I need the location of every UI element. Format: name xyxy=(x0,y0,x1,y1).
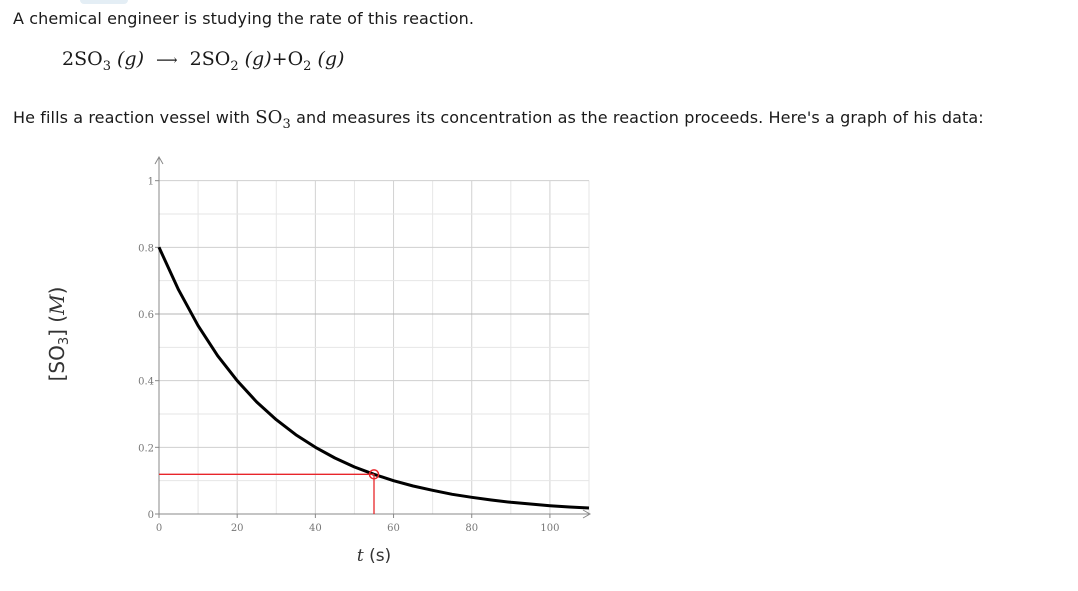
reactant-formula: SO xyxy=(74,48,103,70)
x-tick-label: 20 xyxy=(231,523,244,534)
x-tick-label: 60 xyxy=(387,523,400,534)
data-point-marker xyxy=(368,469,380,480)
reactant-coefficient: 2 xyxy=(62,48,75,70)
product1-coefficient: 2 xyxy=(189,48,202,70)
y-tick-label: 0 xyxy=(148,510,154,521)
y-tick-label: 1 xyxy=(148,177,154,188)
description-formula-subscript: 3 xyxy=(282,117,291,132)
x-tick-label: 0 xyxy=(156,523,162,534)
reactant-subscript: 3 xyxy=(102,59,111,74)
product2-state: (g) xyxy=(317,48,345,70)
reaction-equation: 2SO3 (g) ⟶ 2SO2 (g)+O2 (g) xyxy=(62,48,344,74)
reaction-arrow-icon: ⟶ xyxy=(156,51,178,69)
product1-subscript: 2 xyxy=(230,59,239,74)
y-tick-label: 0.6 xyxy=(138,310,154,321)
plus-sign: + xyxy=(271,48,288,70)
x-axis-label: t (s) xyxy=(344,546,404,566)
x-tick-label: 100 xyxy=(540,523,559,534)
intro-text: A chemical engineer is studying the rate… xyxy=(13,9,475,28)
x-tick-label: 40 xyxy=(309,523,322,534)
top-tab-strip xyxy=(80,0,128,4)
reactant-state: (g) xyxy=(117,48,145,70)
x-axis-arrow-icon xyxy=(582,509,592,519)
y-tick-label: 0.8 xyxy=(138,243,154,254)
x-axis-variable: t xyxy=(356,546,364,566)
product1-formula: SO xyxy=(201,48,231,70)
description-text: He fills a reaction vessel with SO3 and … xyxy=(13,107,984,132)
description-after: and measures its concentration as the re… xyxy=(290,108,984,127)
product2-formula: O xyxy=(287,48,304,70)
description-formula: SO xyxy=(255,107,283,128)
y-axis-arrow-icon xyxy=(154,155,164,165)
x-tick-label: 80 xyxy=(465,523,478,534)
description-before: He fills a reaction vessel with xyxy=(13,108,256,127)
y-tick-label: 0.2 xyxy=(138,443,154,454)
product1-state: (g) xyxy=(244,48,272,70)
y-tick-label: 0.4 xyxy=(138,377,154,388)
product2-subscript: 2 xyxy=(303,59,312,74)
concentration-curve xyxy=(157,246,590,510)
x-axis-unit: (s) xyxy=(369,546,392,566)
